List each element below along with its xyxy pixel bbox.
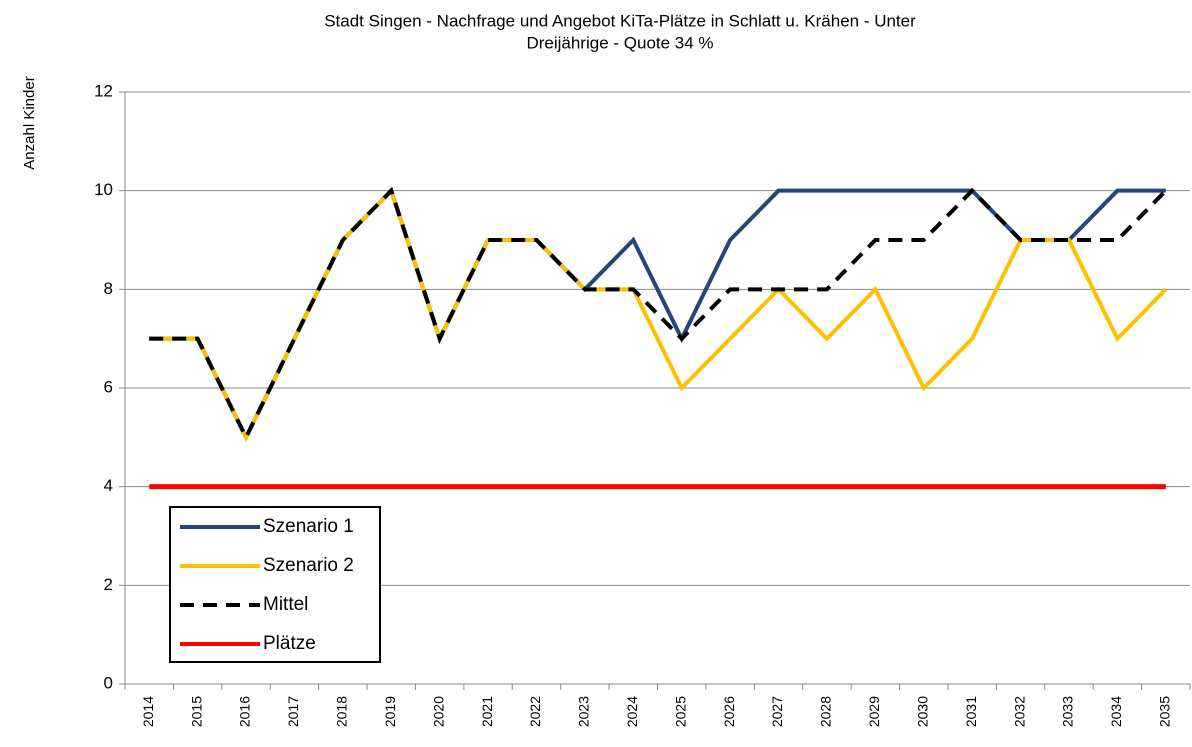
series-line — [149, 186, 1166, 442]
y-tick-label: 8 — [104, 279, 113, 298]
y-tick-label: 10 — [94, 180, 113, 199]
x-tick-label: 2025 — [672, 696, 688, 727]
legend-box — [169, 506, 381, 663]
x-tick-label: 2023 — [576, 696, 592, 727]
x-tick-label: 2021 — [479, 696, 495, 727]
y-axis-label: Anzahl Kinder — [21, 76, 38, 169]
x-tick-label: 2022 — [527, 696, 543, 727]
x-tick-label: 2033 — [1060, 696, 1076, 727]
legend-label: Szenario 2 — [263, 555, 354, 576]
x-tick-label: 2027 — [769, 696, 785, 727]
x-tick-label: 2031 — [963, 696, 979, 727]
x-tick-label: 2034 — [1108, 696, 1124, 727]
series-line — [149, 186, 1168, 442]
y-tick-label: 6 — [104, 377, 113, 396]
x-tick-label: 2015 — [188, 696, 204, 727]
x-tick-label: 2017 — [285, 696, 301, 727]
y-tick-label: 2 — [104, 575, 113, 594]
x-tick-label: 2019 — [382, 696, 398, 727]
series-line — [149, 186, 1168, 442]
y-tick-label: 0 — [104, 673, 113, 692]
x-tick-label: 2028 — [818, 696, 834, 727]
x-tick-label: 2029 — [866, 696, 882, 727]
x-tick-label: 2020 — [430, 696, 446, 727]
chart-title: Dreijährige - Quote 34 % — [526, 33, 713, 52]
legend-label: Plätze — [263, 633, 316, 654]
x-tick-label: 2026 — [721, 696, 737, 727]
x-tick-label: 2030 — [914, 696, 930, 727]
legend-label: Szenario 1 — [263, 516, 354, 537]
x-tick-label: 2014 — [140, 696, 156, 727]
x-tick-label: 2035 — [1156, 696, 1172, 727]
x-tick-label: 2018 — [334, 696, 350, 727]
x-tick-label: 2016 — [237, 696, 253, 727]
chart-title: Stadt Singen - Nachfrage und Angebot KiT… — [324, 11, 916, 30]
x-tick-label: 2032 — [1011, 696, 1027, 727]
y-tick-label: 4 — [104, 476, 113, 495]
x-tick-label: 2024 — [624, 696, 640, 727]
legend-label: Mittel — [263, 594, 308, 615]
y-tick-label: 12 — [94, 81, 113, 100]
